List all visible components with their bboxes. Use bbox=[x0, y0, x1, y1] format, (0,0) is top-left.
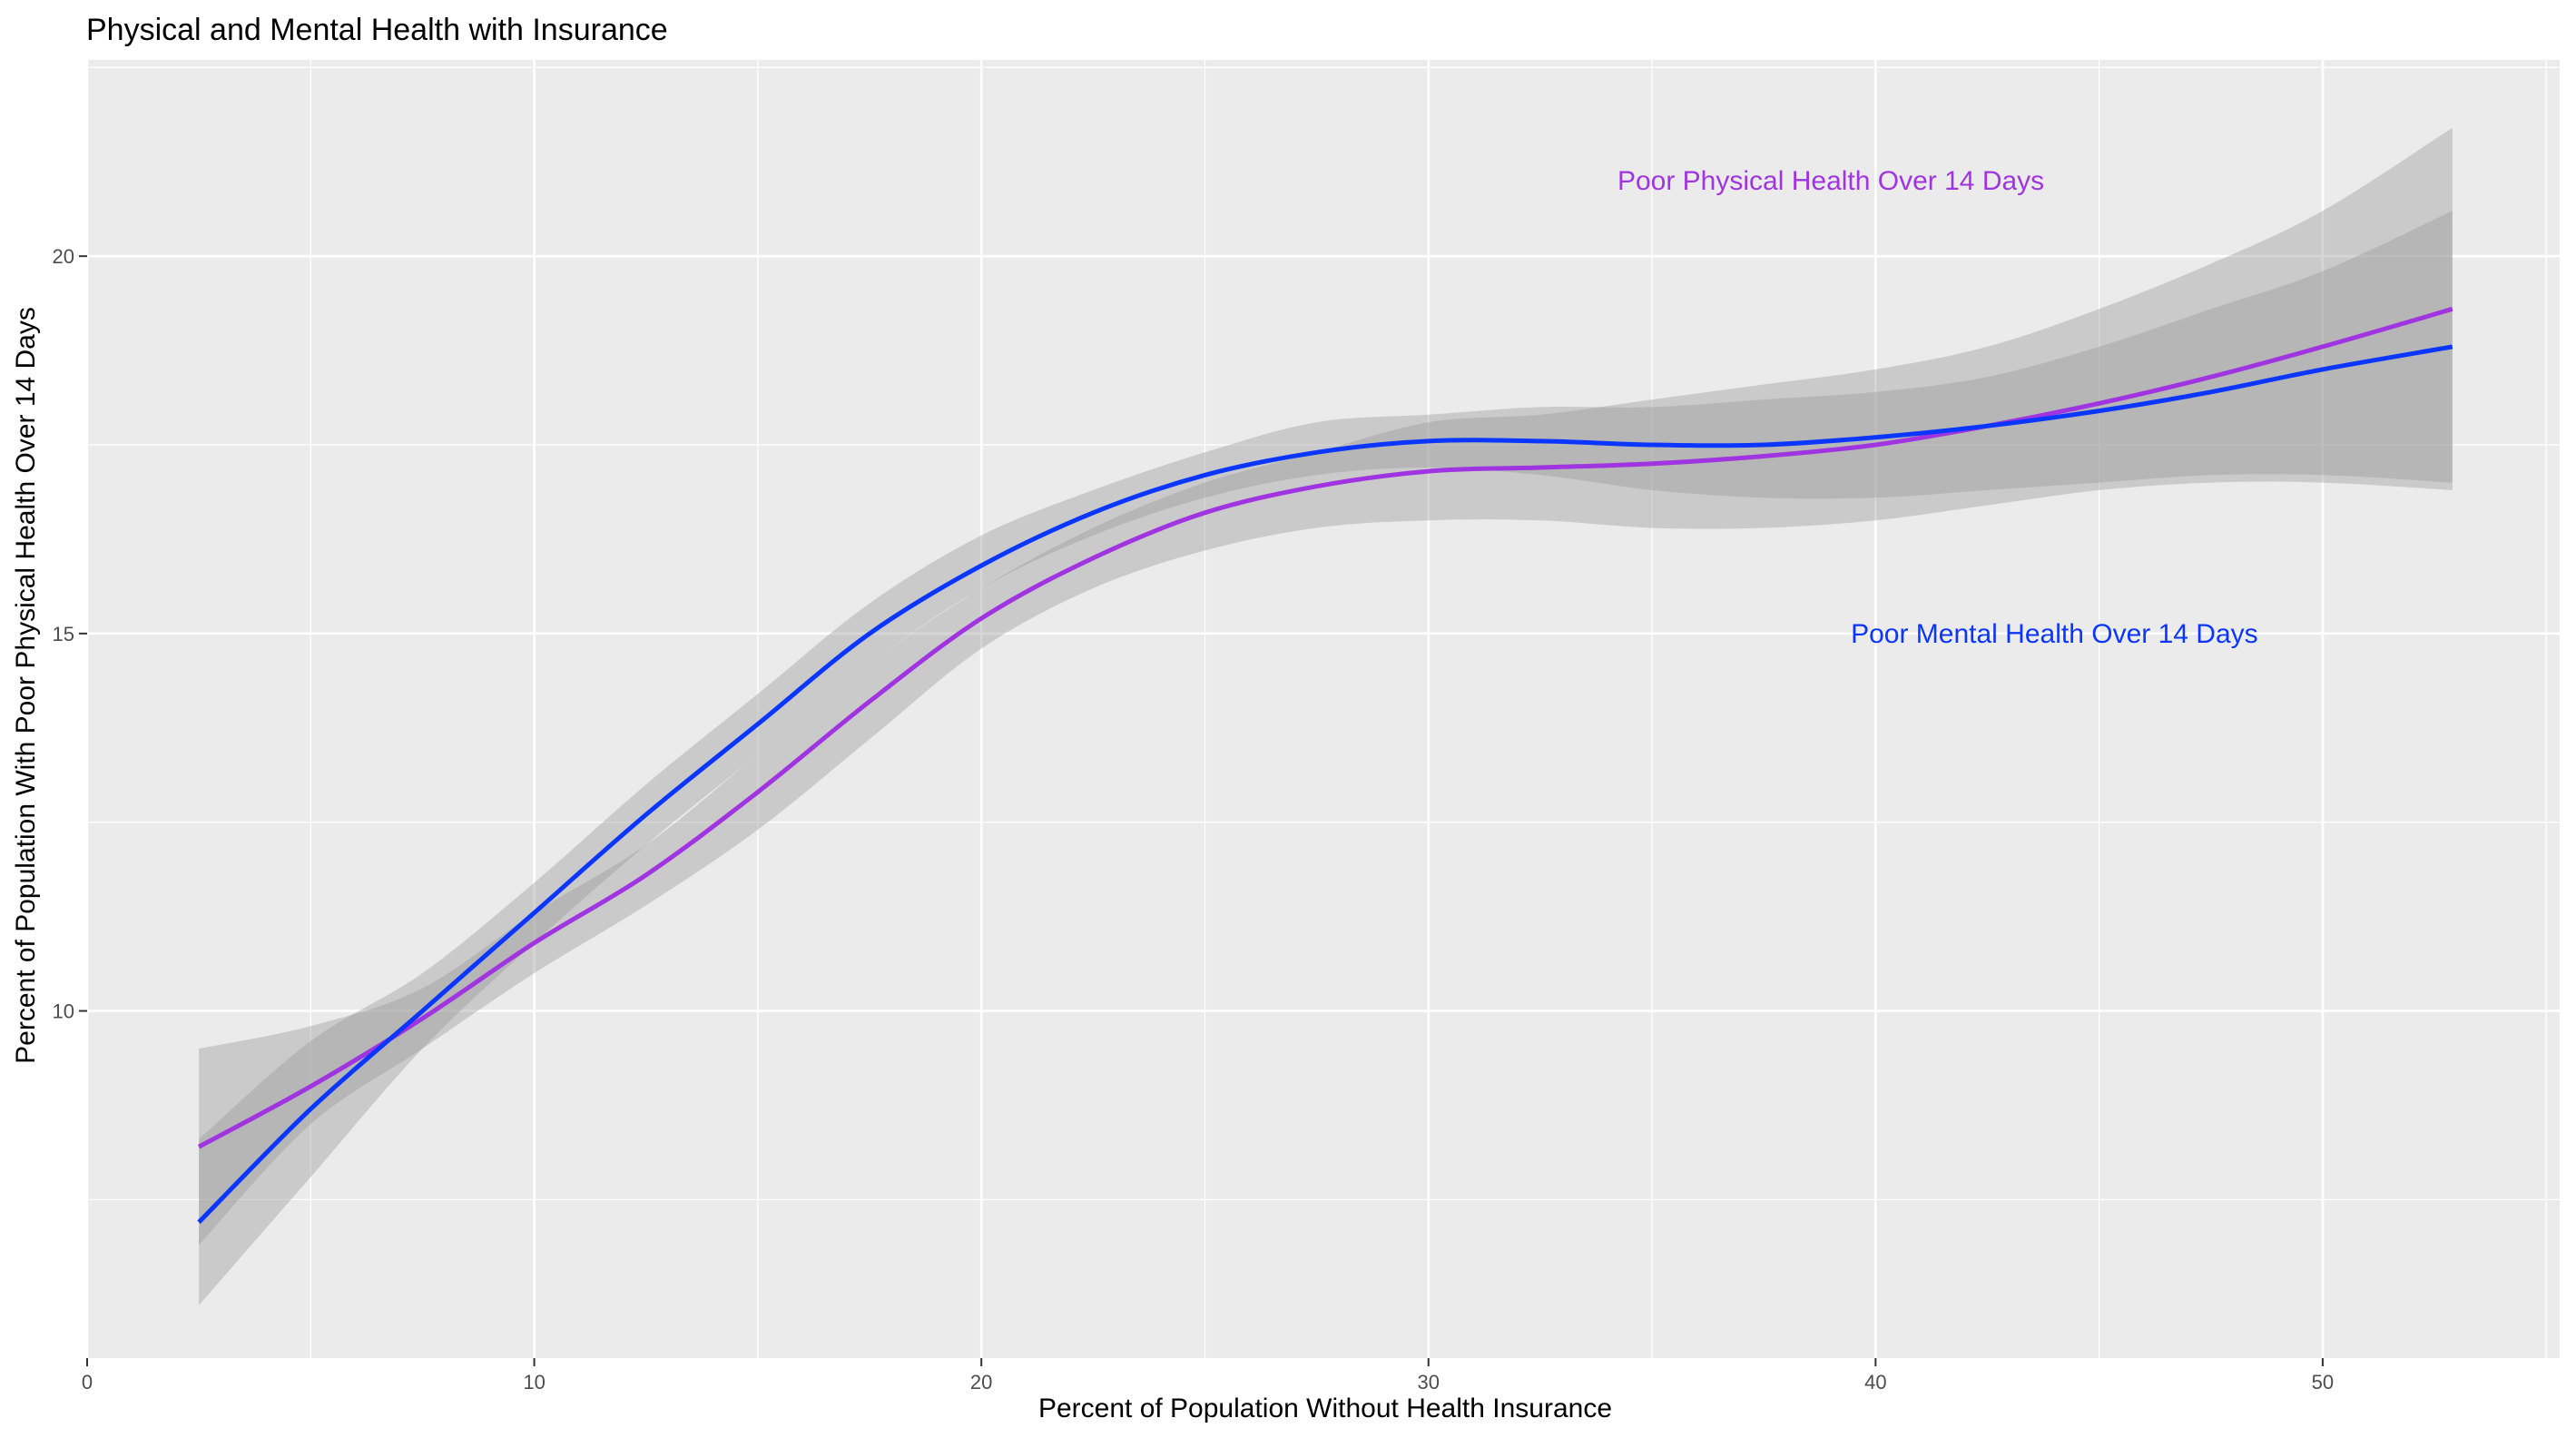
y-tick-label: 15 bbox=[53, 623, 74, 645]
x-tick-labels: 0 10 20 30 40 50 bbox=[82, 1371, 2334, 1394]
annotation-physical: Poor Physical Health Over 14 Days bbox=[1617, 166, 2044, 196]
chart-title: Physical and Mental Health with Insuranc… bbox=[86, 13, 668, 47]
x-tick-label: 40 bbox=[1864, 1371, 1886, 1394]
ribbon-mental bbox=[199, 211, 2453, 1305]
x-tick-label: 0 bbox=[82, 1371, 93, 1394]
y-tick-labels: 10 15 20 bbox=[53, 245, 74, 1022]
x-tick-label: 20 bbox=[970, 1371, 992, 1394]
x-tick-label: 10 bbox=[523, 1371, 545, 1394]
plot-panel bbox=[87, 60, 2560, 1358]
ribbon-physical bbox=[199, 127, 2453, 1246]
series-lines bbox=[197, 306, 2453, 1225]
line-physical bbox=[197, 306, 2453, 1149]
y-tick-label: 10 bbox=[53, 1000, 74, 1023]
x-tick-label: 50 bbox=[2312, 1371, 2334, 1394]
grid-major bbox=[85, 60, 2560, 1358]
grid-minor bbox=[87, 60, 2560, 1358]
axis-ticks bbox=[79, 255, 2324, 1366]
annotations: Poor Physical Health Over 14 Days Poor Me… bbox=[1617, 166, 2258, 649]
x-axis-title: Percent of Population Without Health Ins… bbox=[1038, 1394, 1612, 1423]
y-tick-label: 20 bbox=[53, 245, 74, 268]
y-axis-title: Percent of Population With Poor Physical… bbox=[11, 307, 41, 1064]
x-tick-label: 30 bbox=[1418, 1371, 1440, 1394]
annotation-mental: Poor Mental Health Over 14 Days bbox=[1851, 619, 2258, 649]
line-mental bbox=[197, 344, 2453, 1225]
confidence-ribbons bbox=[199, 127, 2453, 1305]
